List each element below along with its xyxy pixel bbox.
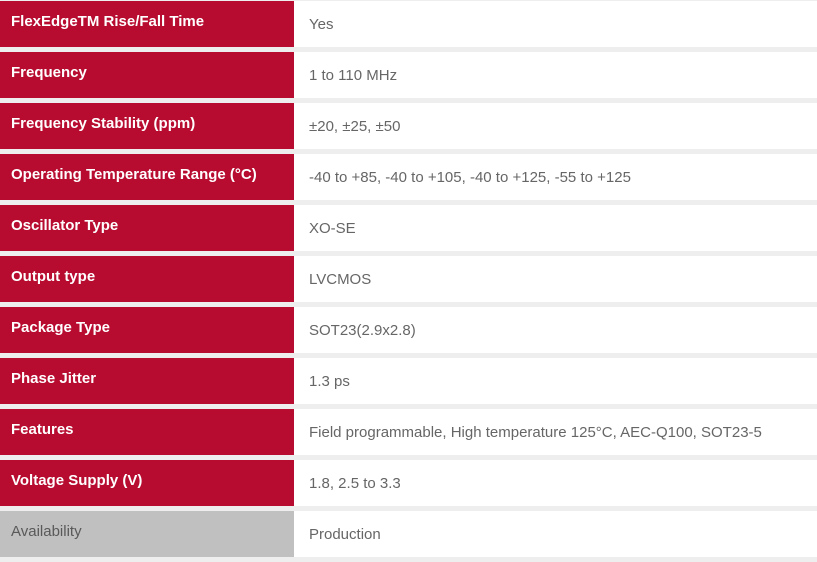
spec-value: Field programmable, High temperature 125… [294, 409, 817, 455]
spec-value: Production [294, 511, 817, 557]
spec-label: Voltage Supply (V) [0, 460, 294, 506]
spec-value: SOT23(2.9x2.8) [294, 307, 817, 353]
spec-value: LVCMOS [294, 256, 817, 302]
spec-label: Output type [0, 256, 294, 302]
table-row: Phase Jitter 1.3 ps [0, 358, 817, 404]
spec-label: FlexEdgeTM Rise/Fall Time [0, 1, 294, 47]
spec-value: 1.3 ps [294, 358, 817, 404]
spec-value: XO-SE [294, 205, 817, 251]
table-row: Frequency Stability (ppm) ±20, ±25, ±50 [0, 103, 817, 149]
table-row: Oscillator Type XO-SE [0, 205, 817, 251]
spec-value: -40 to +85, -40 to +105, -40 to +125, -5… [294, 154, 817, 200]
spec-value: ±20, ±25, ±50 [294, 103, 817, 149]
spec-label: Availability [0, 511, 294, 557]
spec-label: Operating Temperature Range (°C) [0, 154, 294, 200]
table-row: Output type LVCMOS [0, 256, 817, 302]
table-row: Features Field programmable, High tempera… [0, 409, 817, 455]
spec-label: Phase Jitter [0, 358, 294, 404]
spec-label: Features [0, 409, 294, 455]
spec-value: 1 to 110 MHz [294, 52, 817, 98]
table-row: FlexEdgeTM Rise/Fall Time Yes [0, 1, 817, 47]
table-row: Frequency 1 to 110 MHz [0, 52, 817, 98]
table-row: Voltage Supply (V) 1.8, 2.5 to 3.3 [0, 460, 817, 506]
spec-label: Frequency [0, 52, 294, 98]
spec-value: 1.8, 2.5 to 3.3 [294, 460, 817, 506]
spec-label: Frequency Stability (ppm) [0, 103, 294, 149]
table-row: Package Type SOT23(2.9x2.8) [0, 307, 817, 353]
table-row: Availability Production [0, 511, 817, 557]
spec-value: Yes [294, 1, 817, 47]
spec-label: Package Type [0, 307, 294, 353]
table-row: Operating Temperature Range (°C) -40 to +… [0, 154, 817, 200]
spec-label: Oscillator Type [0, 205, 294, 251]
